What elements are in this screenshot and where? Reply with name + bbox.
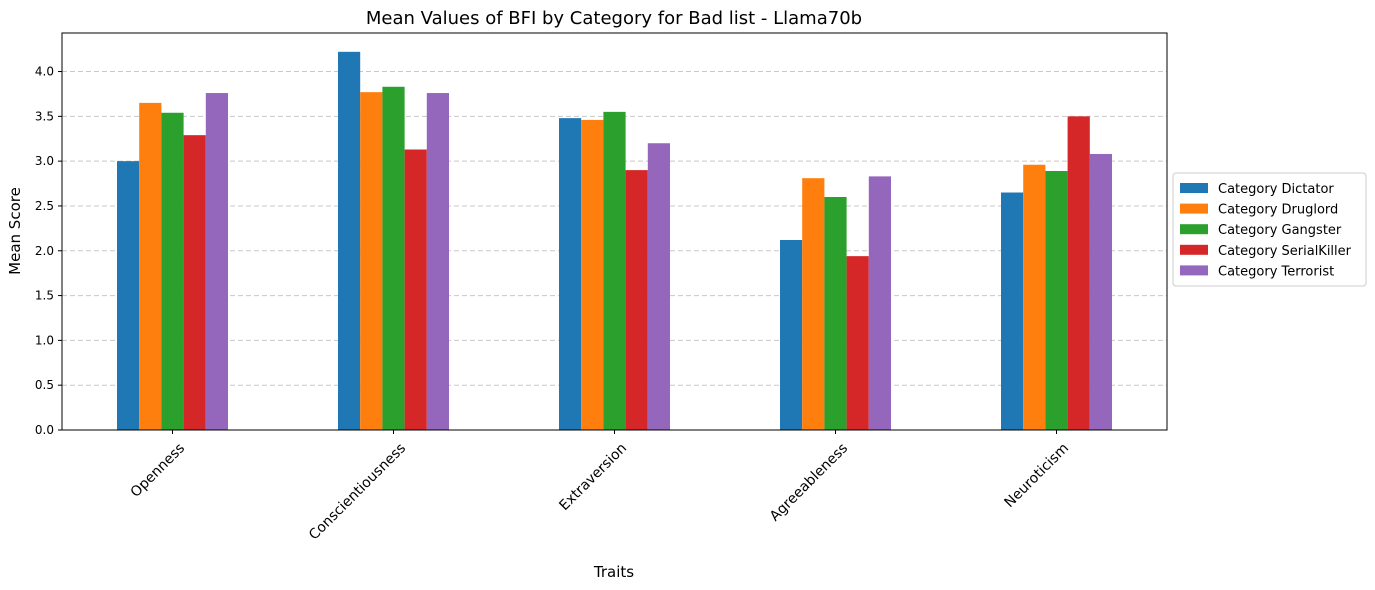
x-tick-label: Conscientiousness [306,440,409,543]
legend: Category Dictator Category Druglord Catego… [1172,172,1367,287]
bar [581,119,604,430]
bar [426,93,449,430]
bar [824,196,847,430]
bar [205,93,228,430]
bar [338,51,361,431]
bar [117,161,140,430]
bar [846,256,869,430]
bar [139,102,162,430]
bar [559,118,582,430]
legend-swatch [1180,244,1208,255]
legend-swatch [1180,183,1208,193]
legend-entry: Category Druglord [1218,203,1338,218]
y-tick-label: 1.5 [35,289,54,303]
y-tick-label: 0.0 [35,423,54,437]
y-tick-label: 1.0 [35,333,54,347]
x-tick-label: Agreeableness [767,440,851,524]
x-tick-label: Extraversion [556,440,630,514]
bar [183,135,206,430]
y-tick-label: 3.0 [35,154,54,168]
legend-entry: Category SerialKiller [1218,244,1352,259]
bar [802,178,825,430]
y-tick-label: 2.5 [35,199,54,213]
y-axis-ticks: 0.0 0.5 1.0 1.5 2.0 2.5 3.0 3.5 4.0 [35,65,62,437]
bar [382,86,405,431]
bar [1089,153,1112,431]
chart-title: Mean Values of BFI by Category for Bad l… [366,8,862,29]
bar [647,143,670,430]
bar [625,170,648,431]
x-axis-label: Traits [593,563,634,581]
bar [868,176,891,430]
y-tick-label: 4.0 [35,65,54,79]
legend-entry: Category Dictator [1218,182,1334,197]
bar [161,112,184,430]
legend-entry: Category Terrorist [1218,264,1334,279]
y-tick-label: 0.5 [35,378,54,392]
bar [1045,171,1068,430]
y-tick-label: 3.5 [35,109,54,123]
x-tick-label: Openness [128,440,188,500]
legend-swatch [1180,224,1208,235]
legend-swatch [1180,265,1208,276]
bars [117,51,1112,431]
bar [603,111,626,430]
x-axis-ticks: Openness Conscientiousness Extraversion Agr… [128,430,1072,543]
legend-entry: Category Gangster [1218,223,1342,238]
bar [780,240,803,430]
legend-frame [1172,172,1367,287]
bar [1067,116,1090,431]
legend-swatch [1180,203,1208,214]
bar [1023,164,1046,430]
bar [404,149,427,430]
y-axis-label: Mean Score [6,187,24,275]
x-tick-label: Neuroticism [1001,440,1072,511]
y-tick-label: 2.0 [35,244,54,258]
bar [1001,192,1024,430]
bar [360,92,383,430]
